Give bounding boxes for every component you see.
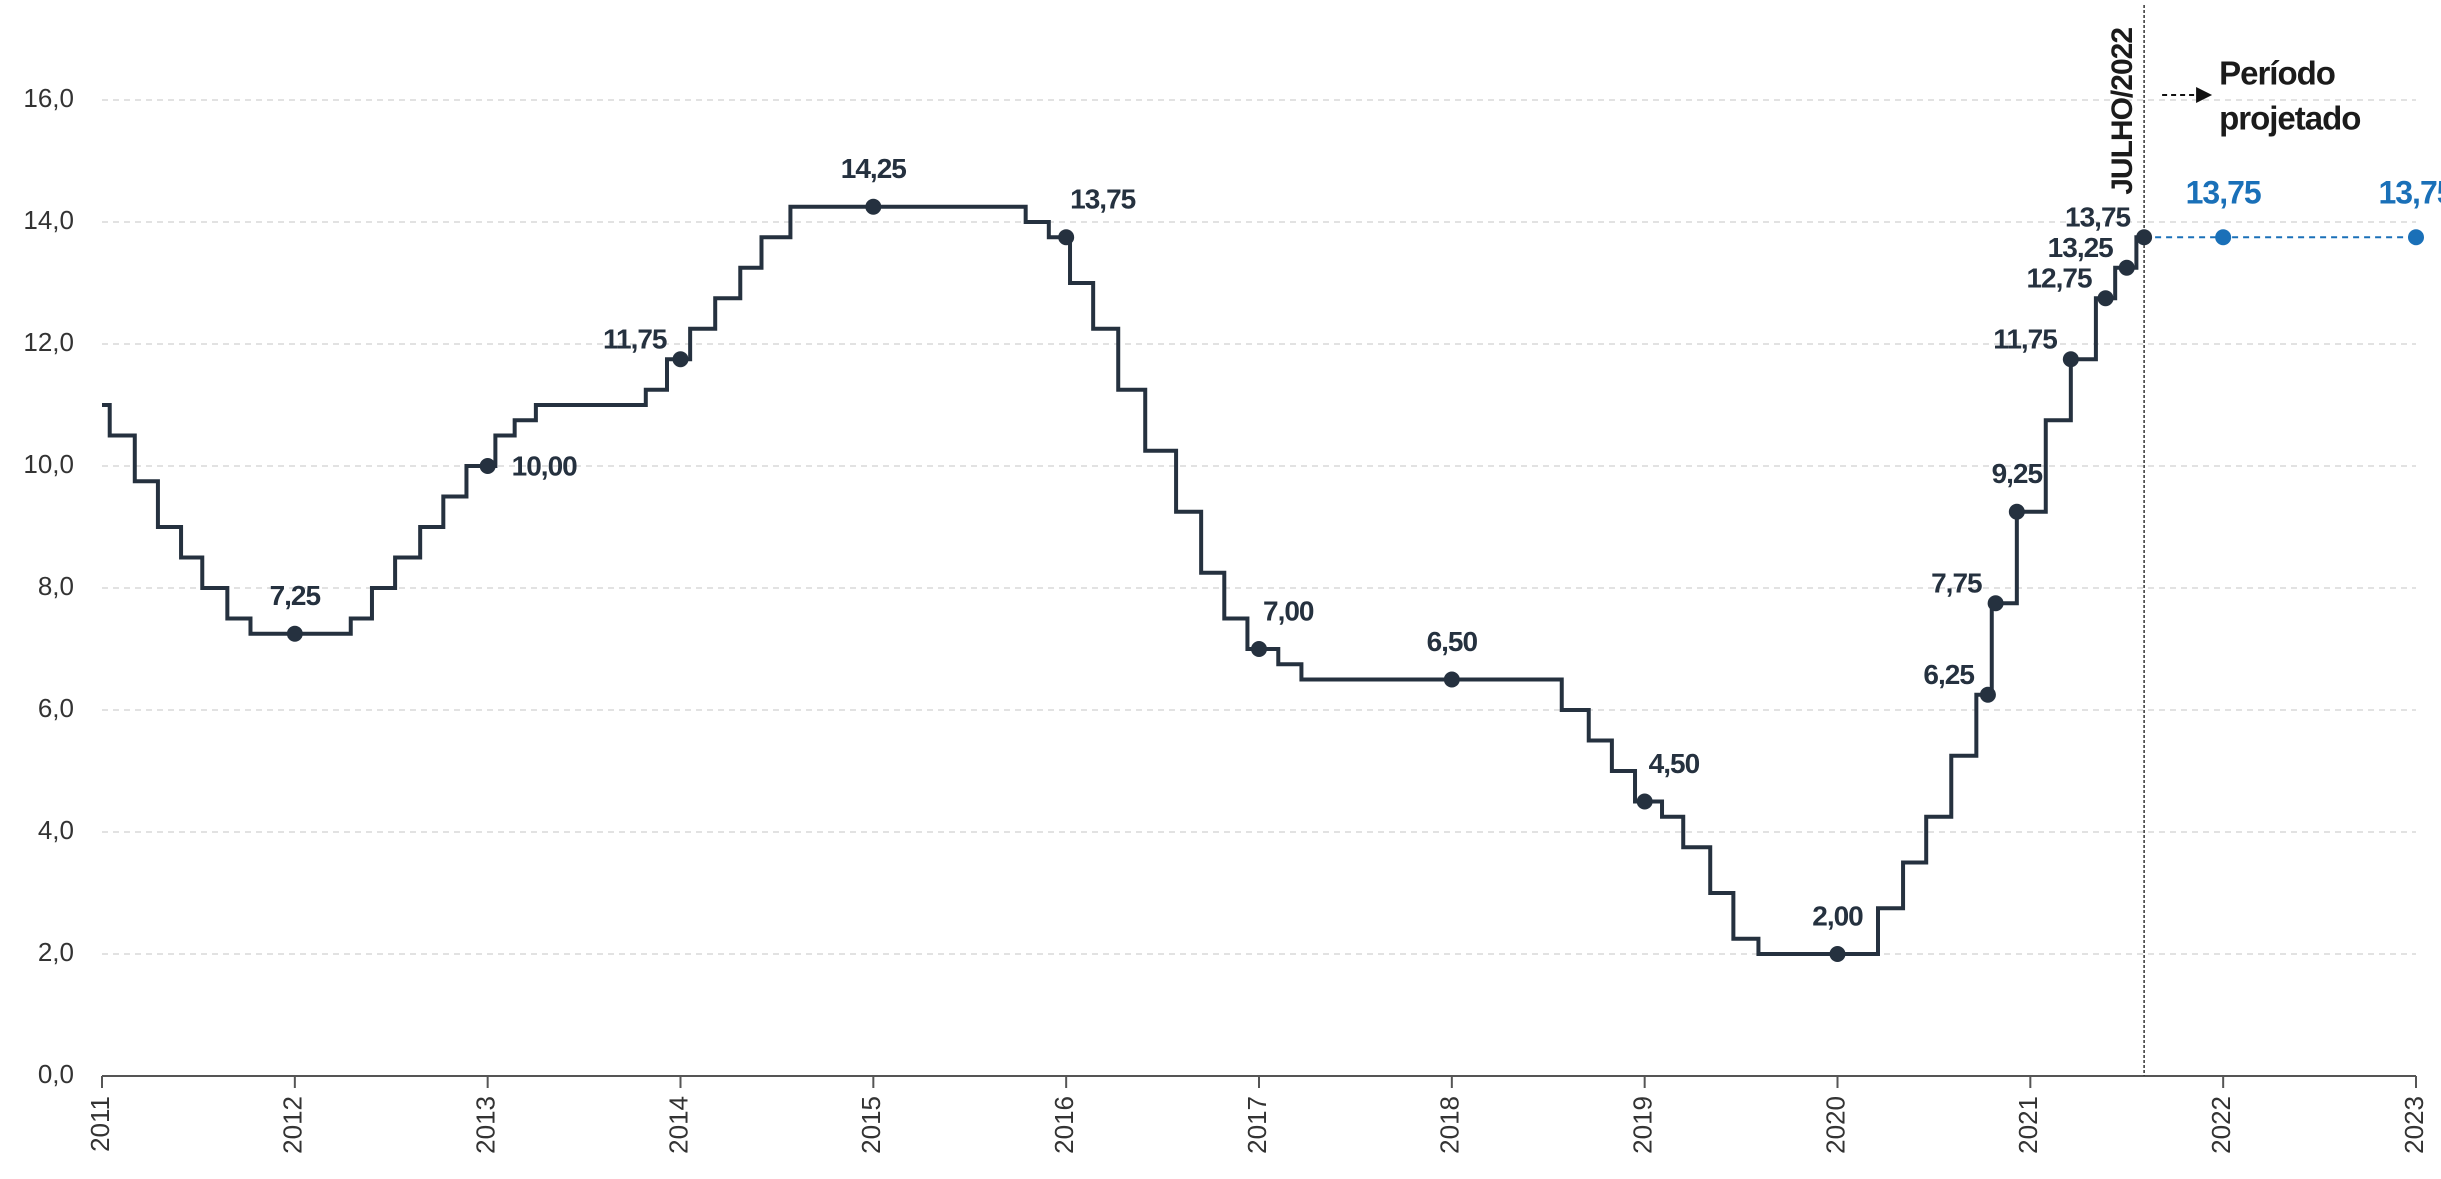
x-tick-label: 2017 [1242,1096,1272,1154]
value-label: 10,00 [512,450,577,481]
point [672,351,689,368]
value-label: 11,75 [1993,324,2057,355]
y-tick-label: 4,0 [38,815,74,845]
point [1979,686,1996,703]
annotation: Período [2219,55,2335,92]
value-label: 2,00 [1812,900,1863,931]
y-tick-label: 14,0 [23,205,74,235]
point [2408,229,2424,246]
point [1443,671,1460,688]
value-label: 13,75 [2186,175,2261,211]
x-tick-label: 2021 [2013,1096,2043,1154]
x-tick-label: 2013 [471,1096,501,1154]
point [2118,259,2135,276]
point [1987,595,2004,612]
value-label: 4,50 [1649,748,1700,779]
y-tick-label: 6,0 [38,693,74,723]
y-tick-label: 12,0 [23,327,74,357]
annotation: projetado [2219,100,2360,137]
point [1636,793,1653,810]
x-tick-label: 2015 [856,1096,886,1154]
value-label: 7,75 [1931,568,1982,599]
x-tick-label: 2018 [1435,1096,1465,1154]
point [1058,229,1075,246]
point [2215,229,2232,246]
value-label: 11,75 [603,324,667,355]
value-label: 6,25 [1923,659,1974,690]
point [2097,290,2114,307]
point [2136,229,2153,246]
x-tick-label: 2016 [1049,1096,1079,1154]
point [479,458,496,474]
series-line [102,204,2145,956]
y-tick-label: 10,0 [23,449,74,479]
y-tick-label: 8,0 [38,571,74,601]
x-tick-label: 2020 [1820,1096,1850,1154]
point [1829,946,1846,962]
x-tick-label: 2019 [1628,1096,1658,1154]
value-label: 14,25 [841,153,906,184]
value-label: 12,75 [2026,263,2091,294]
x-tick-label: 2012 [278,1096,308,1154]
value-label: 13,25 [2048,232,2113,263]
value-label: 13,75 [2378,175,2441,211]
divider-label: JULHO/2022 [2106,28,2139,195]
point [2008,503,2025,520]
x-tick-label: 2011 [85,1096,115,1152]
value-label: 7,00 [1263,595,1314,626]
value-label: 13,75 [1070,184,1135,215]
x-tick-label: 2022 [2206,1096,2236,1154]
x-tick-label: 2023 [2399,1096,2429,1154]
value-label: 9,25 [1992,458,2043,489]
value-label: 13,75 [2065,202,2130,233]
arrow-head [2196,87,2213,103]
y-tick-label: 16,0 [23,83,74,113]
x-tick-label: 2014 [663,1096,693,1154]
value-label: 6,50 [1427,626,1478,657]
point [865,198,882,215]
y-tick-label: 0,0 [38,1059,74,1089]
point [2062,351,2079,368]
value-label: 7,25 [270,580,321,611]
point [286,625,303,642]
y-tick-label: 2,0 [38,937,74,967]
point [1251,641,1267,657]
